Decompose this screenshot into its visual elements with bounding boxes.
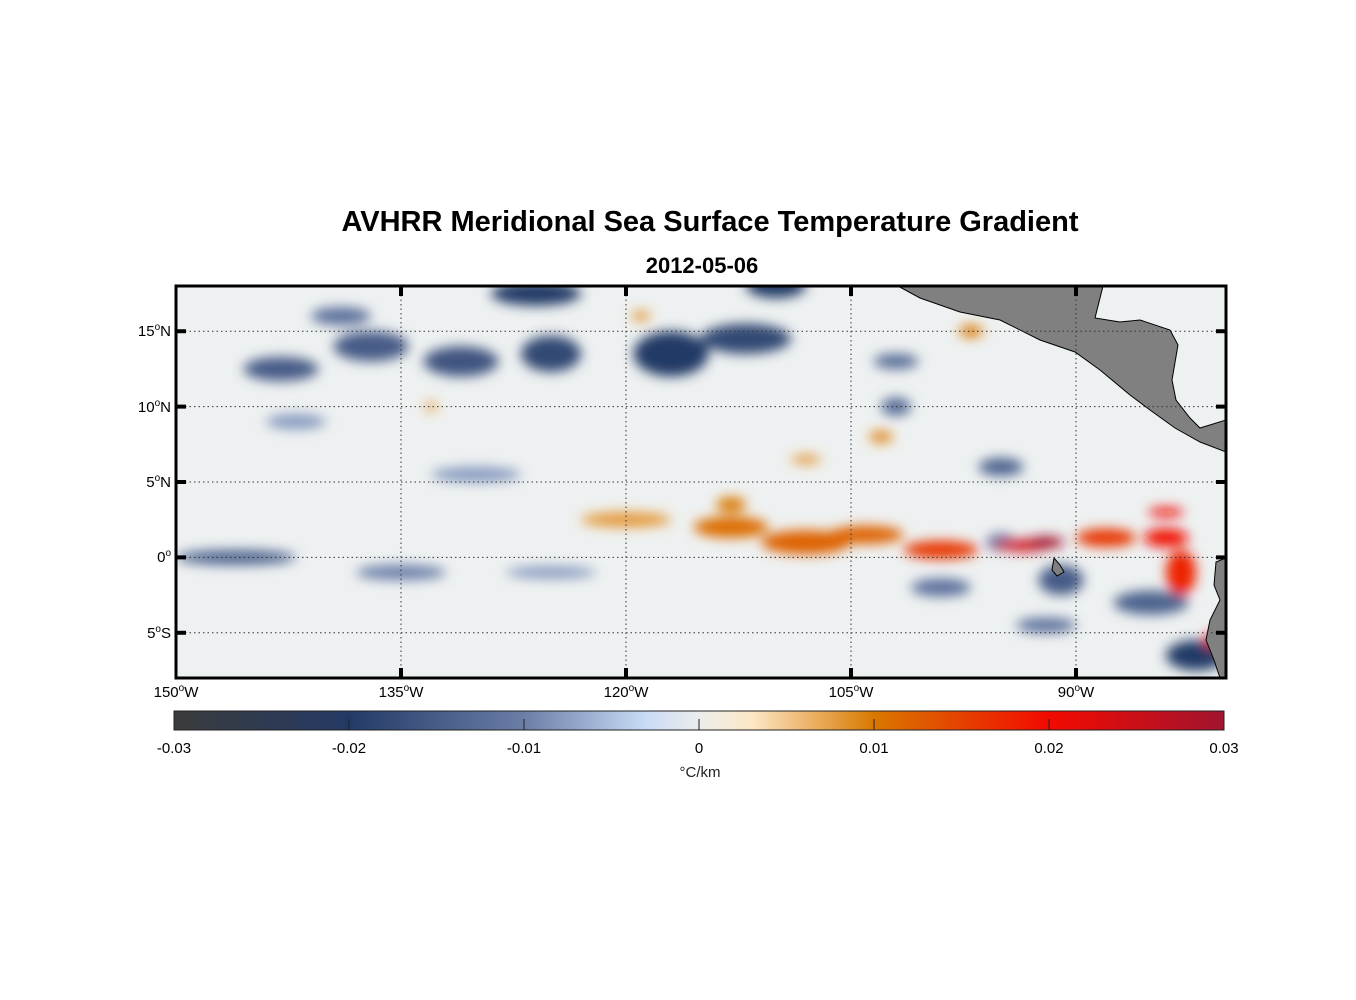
hemisphere: S (160, 624, 171, 642)
chart-title: AVHRR Meridional Sea Surface Temperature… (341, 206, 1079, 238)
degree-symbol: o (154, 322, 161, 334)
south-america-land (1205, 557, 1226, 678)
degree-symbol: o (155, 623, 161, 635)
hemisphere: N (160, 323, 171, 341)
colorbar-ticks (348, 719, 1050, 730)
gradient-feature (978, 457, 1024, 476)
gradient-feature (903, 540, 979, 559)
lon-tick-label: 90oW (1036, 683, 1116, 702)
gradient-feature (693, 516, 769, 538)
degree-symbol: o (178, 683, 185, 694)
gradient-feature (1143, 528, 1189, 547)
galapagos-land (1051, 556, 1065, 577)
gradient-field (176, 286, 1226, 671)
tick-number: 0 (157, 549, 166, 567)
colorbar-tick-label: 0 (694, 740, 704, 757)
gradient-feature (1076, 528, 1136, 547)
tick-number: 15 (137, 323, 155, 341)
gradient-feature (959, 325, 983, 338)
gradient-feature (1166, 549, 1196, 596)
gradient-feature (506, 566, 596, 579)
tick-number: 90 (1057, 684, 1075, 701)
gradient-feature (1016, 617, 1076, 633)
colorbar-tick-label: 0.03 (1209, 740, 1239, 757)
tick-number: 135 (378, 684, 404, 701)
gradient-feature (633, 331, 709, 377)
gradient-feature (746, 286, 806, 299)
gradient-feature (491, 286, 581, 306)
lat-tick-label: 5oN (111, 473, 171, 492)
hemisphere: W (859, 684, 874, 701)
gradient-feature (423, 346, 499, 377)
tick-number: 105 (828, 684, 854, 701)
gradient-feature (521, 335, 581, 372)
colorbar-tick-label: -0.02 (331, 740, 367, 757)
gradient-feature (791, 454, 821, 464)
lon-tick-label: 150oW (136, 683, 216, 702)
colorbar-unit-label: °C/km (679, 764, 721, 781)
lat-tick-label: 5oS (111, 623, 171, 642)
lon-tick-label: 105oW (811, 683, 891, 702)
degree-symbol: o (853, 683, 860, 694)
degree-symbol: o (1074, 683, 1081, 694)
degree-symbol: o (165, 548, 171, 560)
degree-symbol: o (628, 683, 635, 694)
tick-number: 150 (153, 684, 179, 701)
hemisphere: N (160, 398, 171, 416)
hemisphere: N (160, 474, 171, 491)
gradient-feature (333, 331, 409, 362)
tick-number: 10 (137, 398, 155, 416)
gradient-feature (356, 564, 446, 580)
gradient-feature (266, 414, 326, 430)
gradient-feature (632, 311, 650, 321)
land-masses (897, 286, 1226, 678)
gradient-feature (761, 530, 851, 555)
gradient-feature (701, 323, 791, 354)
chart-subtitle: 2012-05-06 (645, 253, 759, 278)
central-america-land (897, 286, 1226, 453)
lat-tick-label: 0o (111, 548, 171, 567)
gradient-feature (243, 356, 319, 381)
gradient-feature (828, 525, 904, 544)
colorbar-tick-label: 0.01 (859, 740, 889, 757)
gradient-feature (873, 353, 919, 369)
hemisphere: W (409, 684, 424, 701)
tick-number: 120 (603, 684, 629, 701)
lat-tick-label: 15oN (111, 322, 171, 341)
gradient-feature (1038, 564, 1084, 596)
gradient-feature (1028, 536, 1064, 549)
gradient-feature (431, 466, 521, 483)
gradient-feature (1148, 507, 1184, 517)
degree-symbol: o (403, 683, 410, 694)
hemisphere: W (1080, 684, 1095, 701)
axis-ticks (176, 286, 1226, 678)
gradient-feature (716, 497, 746, 513)
lon-tick-label: 120oW (586, 683, 666, 702)
gradient-feature (311, 307, 371, 326)
gradient-feature (581, 512, 671, 528)
tick-number: 5 (147, 624, 156, 642)
hemisphere: W (634, 684, 649, 701)
colorbar-tick-label: 0.02 (1034, 740, 1064, 757)
gradient-feature (869, 430, 893, 443)
tick-number: 5 (146, 474, 155, 491)
lat-tick-label: 10oN (111, 397, 171, 416)
gradient-feature (425, 402, 437, 412)
degree-symbol: o (154, 397, 161, 409)
colorbar-tick-label: -0.01 (506, 740, 542, 757)
lon-tick-label: 135oW (361, 683, 441, 702)
gradient-feature (1113, 590, 1189, 615)
colorbar-tick-label: -0.03 (156, 740, 192, 757)
degree-symbol: o (154, 473, 161, 484)
hemisphere: W (184, 684, 199, 701)
gradient-feature (911, 578, 971, 597)
